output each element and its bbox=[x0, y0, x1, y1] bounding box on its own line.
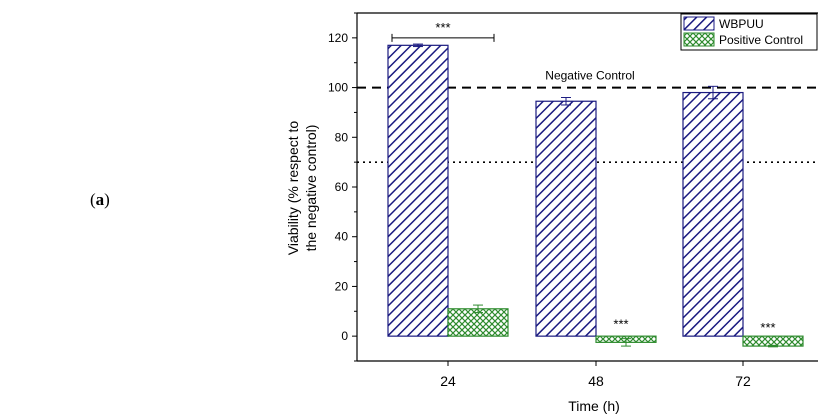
y-tick-label-0: 0 bbox=[341, 329, 348, 343]
panel-label: (a) bbox=[90, 190, 110, 209]
legend-swatch-0 bbox=[683, 16, 715, 31]
bar-wbpuu-24 bbox=[387, 44, 449, 337]
significance-marker-2: *** bbox=[760, 320, 775, 335]
legend-swatch-1 bbox=[683, 32, 715, 47]
bar-positive-control-72 bbox=[742, 335, 804, 347]
bar-positive-control-24 bbox=[447, 308, 509, 337]
y-axis-label-line-0: Viability (% respect to bbox=[285, 121, 301, 256]
bar-wbpuu-72 bbox=[682, 91, 744, 337]
y-tick-label-120: 120 bbox=[328, 31, 348, 45]
x-tick-label-48: 48 bbox=[588, 373, 604, 389]
legend-label-1: Positive Control bbox=[719, 33, 803, 47]
significance-marker-0: *** bbox=[435, 20, 450, 35]
y-tick-label-80: 80 bbox=[335, 130, 349, 144]
bar-wbpuu-48 bbox=[535, 100, 597, 337]
y-tick-label-100: 100 bbox=[328, 81, 348, 95]
reference-line-label-0: Negative Control bbox=[545, 69, 634, 83]
y-tick-label-60: 60 bbox=[335, 180, 349, 194]
significance-marker-1: *** bbox=[613, 316, 628, 331]
y-tick-label-20: 20 bbox=[335, 279, 349, 293]
x-axis-label: Time (h) bbox=[568, 398, 620, 414]
y-tick-label-40: 40 bbox=[335, 230, 349, 244]
y-axis-label-line-1: the negative control) bbox=[303, 125, 319, 252]
x-tick-label-24: 24 bbox=[440, 373, 456, 389]
x-tick-label-72: 72 bbox=[735, 373, 751, 389]
legend-label-0: WBPUU bbox=[719, 17, 764, 31]
